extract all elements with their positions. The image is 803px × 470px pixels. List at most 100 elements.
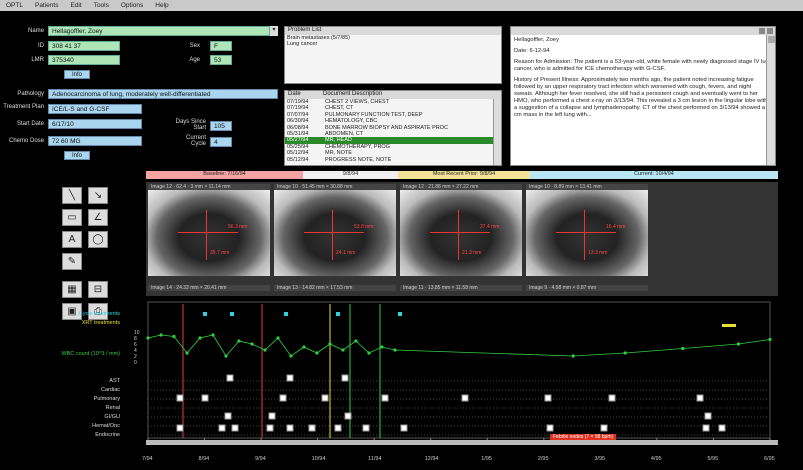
days-field[interactable]: 105 <box>210 121 232 131</box>
cycle-treatment-marker[interactable] <box>398 312 402 316</box>
wbc-data-point[interactable] <box>393 348 397 352</box>
name-field[interactable]: Hellagoffler, Zoey <box>48 26 270 36</box>
toxicity-event-icon[interactable] <box>218 424 226 432</box>
toxicity-event-icon[interactable] <box>341 374 349 382</box>
toxicity-event-icon[interactable] <box>176 424 184 432</box>
date-column-header[interactable]: Date <box>288 91 301 97</box>
arrow-tool-icon[interactable]: ↘ <box>88 187 108 204</box>
ct-scan-image[interactable]: 53.8 mm 24.1 mm <box>274 190 396 276</box>
measurement-line[interactable] <box>206 210 207 260</box>
cycle-treatment-marker[interactable] <box>203 312 207 316</box>
image-caption[interactable]: Image 14 · 24.33 mm × 20.41 mm <box>148 285 270 291</box>
document-row[interactable]: 06/30/94 HEMATOLOGY, CBC <box>285 118 501 124</box>
wbc-data-point[interactable] <box>159 333 163 337</box>
info-button-2[interactable]: Info <box>64 151 90 160</box>
sex-field[interactable]: F <box>210 41 232 51</box>
document-row[interactable]: 05/12/94 PROGRESS NOTE, NOTE <box>285 157 501 163</box>
wbc-data-point[interactable] <box>185 351 189 355</box>
ellipse-tool-icon[interactable]: ◯ <box>88 231 108 248</box>
measurement-line[interactable] <box>430 232 490 233</box>
print-icon[interactable]: ⎙ <box>88 303 108 320</box>
document-row[interactable]: 07/19/94 CHEST 2 VIEWS, CHEST <box>285 99 501 105</box>
layout-tool-icon[interactable]: ⊟ <box>88 281 108 298</box>
document-row[interactable]: 05/27/94 MR, HEAD <box>285 137 501 144</box>
cycle-treatment-marker[interactable] <box>284 312 288 316</box>
ct-image-thumbnail[interactable]: Image 12 · 21.88 mm × 27.22 mm 27.4 mm 21.… <box>400 184 522 282</box>
wbc-data-point[interactable] <box>367 351 371 355</box>
wbc-data-point[interactable] <box>198 336 202 340</box>
timepoint-baseline[interactable]: Baseline: 7/16/94 <box>146 171 303 179</box>
toxicity-event-icon[interactable] <box>176 394 184 402</box>
wbc-data-point[interactable] <box>172 334 176 339</box>
save-icon[interactable]: ▣ <box>62 303 82 320</box>
problem-item[interactable]: Brain metastases (5/7/85) <box>287 35 350 41</box>
ct-scan-image[interactable]: 16.4 mm 13.3 mm <box>526 190 648 276</box>
name-dropdown-icon[interactable]: ▾ <box>270 26 278 36</box>
wbc-data-point[interactable] <box>224 354 228 358</box>
toxicity-event-icon[interactable] <box>381 394 389 402</box>
toxicity-event-icon[interactable] <box>344 412 352 420</box>
menu-help[interactable]: Help <box>155 2 169 9</box>
timepoint-first[interactable]: 9/8/94 <box>303 171 398 179</box>
toxicity-event-icon[interactable] <box>286 424 294 432</box>
document-scrollbar[interactable] <box>493 99 501 165</box>
problem-item[interactable]: Lung cancer <box>287 41 318 48</box>
toxicity-event-icon[interactable] <box>224 412 232 420</box>
treatment-field[interactable]: ICE/L-S and G-CSF <box>48 104 142 114</box>
menu-tools[interactable]: Tools <box>93 2 109 9</box>
wbc-data-point[interactable] <box>263 348 267 352</box>
age-field[interactable]: 53 <box>210 55 232 65</box>
measurement-line[interactable] <box>178 232 238 233</box>
image-caption[interactable]: Image 9 · 4.98 mm × 0.87 mm <box>526 285 648 291</box>
toxicity-event-icon[interactable] <box>400 424 408 432</box>
toxicity-event-icon[interactable] <box>231 424 239 432</box>
febrile-badge[interactable]: Febrile nodes (7 = 98 bpm) <box>550 434 617 441</box>
document-row[interactable]: 07/07/94 PULMONARY FUNCTION TEST, DEEP <box>285 112 501 118</box>
toxicity-event-icon[interactable] <box>308 424 316 432</box>
text-tool-icon[interactable]: A <box>62 231 82 248</box>
wbc-data-point[interactable] <box>681 346 685 351</box>
toxicity-event-icon[interactable] <box>696 394 704 402</box>
toxicity-event-icon[interactable] <box>702 424 710 432</box>
toxicity-event-icon[interactable] <box>321 394 329 402</box>
image-caption[interactable]: Image 11 · 13.85 mm × 11.58 mm <box>400 285 522 291</box>
toxicity-event-icon[interactable] <box>704 412 712 420</box>
toxicity-event-icon[interactable] <box>718 424 726 432</box>
wbc-data-point[interactable] <box>354 339 358 343</box>
description-column-header[interactable]: Document Description <box>323 91 383 97</box>
measurement-line[interactable] <box>556 232 616 233</box>
toxicity-event-icon[interactable] <box>546 424 554 432</box>
wbc-data-point[interactable] <box>328 342 332 346</box>
wbc-data-point[interactable] <box>302 345 306 349</box>
toxicity-event-icon[interactable] <box>286 374 294 382</box>
ct-scan-image[interactable]: 27.4 mm 21.3 mm <box>400 190 522 276</box>
toxicity-event-icon[interactable] <box>266 424 274 432</box>
menu-edit[interactable]: Edit <box>70 2 82 9</box>
wbc-data-point[interactable] <box>736 342 741 346</box>
ct-image-thumbnail[interactable]: Image 12 · 62.4 · 3 mm × 11.14 mm 56.3 mm… <box>148 184 270 282</box>
minimize-icon[interactable] <box>759 28 765 34</box>
document-row[interactable]: 06/08/94 BONE MARROW BIOPSY AND ASPIRATE … <box>285 125 501 131</box>
toxicity-event-icon[interactable] <box>362 424 370 432</box>
image-caption[interactable]: Image 13 · 14.82 mm × 17.53 mm <box>274 285 396 291</box>
ct-scan-image[interactable]: 56.3 mm 35.7 mm <box>148 190 270 276</box>
toxicity-event-icon[interactable] <box>544 394 552 402</box>
measurement-line[interactable] <box>304 232 364 233</box>
ct-image-thumbnail[interactable]: Image 10 · 51.45 mm × 30.88 mm 53.8 mm 24.… <box>274 184 396 282</box>
cycle-field[interactable]: 4 <box>210 137 232 147</box>
angle-tool-icon[interactable]: ∠ <box>88 209 108 226</box>
toxicity-event-icon[interactable] <box>268 412 276 420</box>
line-tool-icon[interactable]: ╲ <box>62 187 82 204</box>
freehand-tool-icon[interactable]: ✎ <box>62 253 82 270</box>
wbc-data-point[interactable] <box>768 337 772 342</box>
document-row[interactable]: 05/25/94 CHEMOTHERAPY, PROG <box>285 144 501 150</box>
wbc-data-point[interactable] <box>315 351 319 355</box>
wbc-data-point[interactable] <box>211 333 215 337</box>
measurement-line[interactable] <box>332 210 333 260</box>
lmr-field[interactable]: 375340 <box>48 55 120 65</box>
ct-image-thumbnail[interactable]: Image 10 · 8.89 mm × 13.41 mm 16.4 mm 13.3… <box>526 184 648 282</box>
document-row[interactable]: 05/12/94 MR, NOTE <box>285 150 501 156</box>
toxicity-event-icon[interactable] <box>334 424 342 432</box>
measurement-line[interactable] <box>584 210 585 260</box>
